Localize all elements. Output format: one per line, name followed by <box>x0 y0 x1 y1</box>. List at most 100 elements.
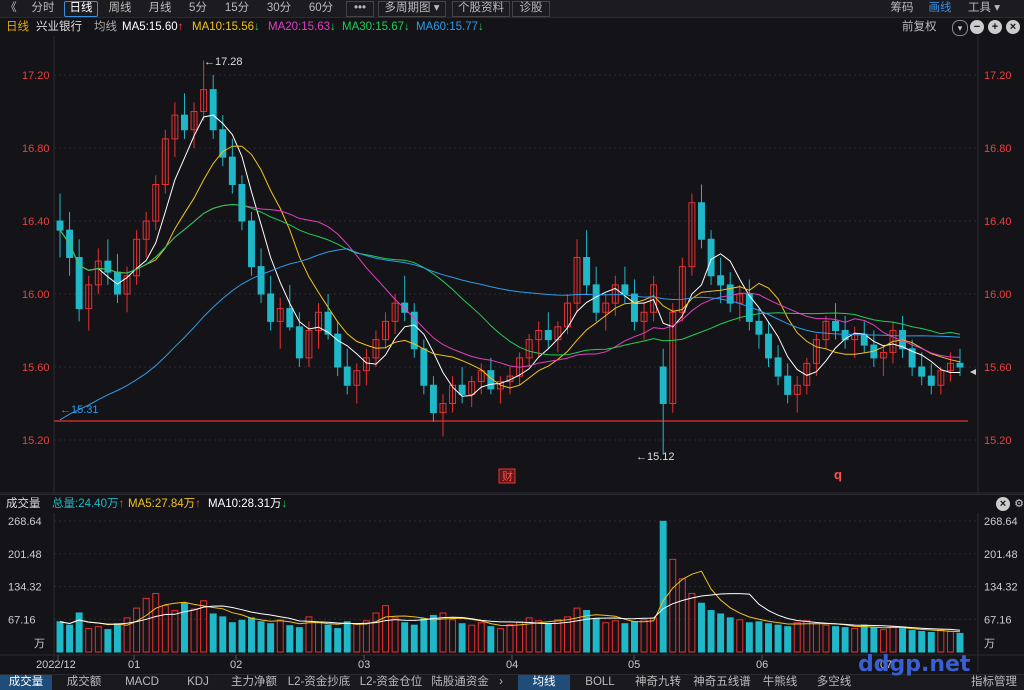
volume-bar <box>803 620 811 653</box>
volume-bar <box>573 607 581 653</box>
candle-body <box>659 366 667 404</box>
candle-body <box>75 257 83 310</box>
price-axis-label-right: 17.20 <box>984 70 1012 82</box>
zoom-in-icon[interactable]: + <box>988 20 1002 34</box>
tab-amount[interactable]: 成交额 <box>66 676 102 688</box>
volume-bar <box>841 627 849 653</box>
period-tab[interactable]: 30分 <box>266 2 292 14</box>
volume-bar <box>75 612 83 653</box>
period-tab[interactable]: 60分 <box>308 2 334 14</box>
period-tab[interactable]: 月线 <box>148 2 172 14</box>
tab-macd[interactable]: MACD <box>125 676 159 688</box>
candle-body <box>946 362 954 372</box>
candle-body <box>248 220 255 268</box>
volume-bar <box>908 630 916 653</box>
tab-l2-position[interactable]: L2-资金仓位 <box>359 676 423 688</box>
volume-bar <box>190 608 198 653</box>
ma20-value: MA20:15.63↓ <box>268 21 336 33</box>
candle-body <box>496 381 504 390</box>
volume-axis-label-right: 268.64 <box>984 516 1018 528</box>
multi-period-dropdown[interactable]: 多周期图 ▾ <box>378 1 446 17</box>
candle-body <box>611 284 619 304</box>
candle-body <box>334 333 342 368</box>
candle-body <box>535 330 543 341</box>
chips-button[interactable]: 筹码 <box>890 2 914 14</box>
candle-body <box>918 366 926 377</box>
up-arrow-icon: ↑ <box>118 498 125 510</box>
volume-bar <box>123 617 131 653</box>
time-axis-label: 06 <box>756 659 768 671</box>
period-tab[interactable]: 分时 <box>31 2 55 14</box>
chevron-right-icon[interactable]: › <box>499 676 503 688</box>
candle-body <box>879 351 887 359</box>
volume-bar <box>439 612 447 653</box>
candle-body <box>487 370 495 390</box>
volume-bar <box>468 624 476 653</box>
candle-body <box>458 384 466 395</box>
chevron-down-icon[interactable]: ▾ <box>952 20 968 36</box>
price-axis-label-left: 15.20 <box>22 435 50 447</box>
candle-body <box>765 333 772 359</box>
candle-body <box>276 308 284 322</box>
candle-body <box>152 184 160 222</box>
tab-northbound[interactable]: 陆股通资金 <box>431 676 489 688</box>
volume-bar <box>611 620 619 653</box>
volume-bar <box>506 624 514 653</box>
period-tab-selected[interactable]: 日线 <box>64 1 98 17</box>
period-tab[interactable]: 周线 <box>108 2 132 14</box>
volume-bar <box>832 626 840 653</box>
candle-body <box>784 375 792 395</box>
close-icon[interactable]: × <box>1006 20 1020 34</box>
tools-dropdown[interactable]: 工具 ▾ <box>962 1 1006 15</box>
candle-body <box>429 384 437 414</box>
close-icon[interactable]: × <box>996 497 1010 511</box>
price-axis-label-left: 16.80 <box>22 143 50 155</box>
candle-body <box>688 202 696 268</box>
candle-body <box>190 111 198 131</box>
gear-icon[interactable]: ⚙ <box>1014 498 1024 510</box>
zoom-out-icon[interactable]: − <box>970 20 984 34</box>
down-arrow-icon: ↓ <box>254 21 260 33</box>
volume-bar <box>420 618 428 653</box>
diagnose-button[interactable]: 诊股 <box>512 1 550 17</box>
volume-bar <box>640 619 648 653</box>
volume-bar <box>765 623 772 653</box>
ma5-line <box>59 114 960 397</box>
tab-ma[interactable]: 均线 <box>518 675 570 690</box>
tab-five-lines[interactable]: 神奇五线谱 <box>693 676 751 688</box>
volume-legend-bar: 成交量 总量:24.40万↑ MA5:27.84万↑ MA10:28.31万↓ … <box>0 494 1024 513</box>
candle-body <box>621 284 629 295</box>
tab-bull-bear[interactable]: 牛熊线 <box>762 676 798 688</box>
candle-body <box>372 339 380 359</box>
volume-bar <box>171 610 179 653</box>
ma-settings-label[interactable]: 均线 <box>94 21 117 33</box>
more-button[interactable]: ••• <box>346 1 374 17</box>
period-tab[interactable]: 15分 <box>224 2 250 14</box>
candle-body <box>123 275 131 295</box>
tab-kdj[interactable]: KDJ <box>187 676 209 688</box>
restore-adjust-dropdown[interactable]: 前复权 <box>902 21 937 33</box>
low-price-marker: ←15.12 <box>636 451 675 463</box>
candle-body <box>927 375 935 386</box>
finance-badge <box>498 468 516 484</box>
tab-volume[interactable]: 成交量 <box>0 675 52 690</box>
tab-td9[interactable]: 神奇九转 <box>635 676 681 688</box>
stock-info-button[interactable]: 个股资料 <box>452 1 510 17</box>
volume-bar <box>334 628 342 653</box>
candle-body <box>324 311 332 335</box>
volume-bar <box>583 610 591 653</box>
draw-line-button[interactable]: 画线 <box>928 2 952 14</box>
back-icon[interactable]: 《 <box>5 2 17 14</box>
volume-bar <box>410 624 418 653</box>
tab-boll[interactable]: BOLL <box>585 676 615 688</box>
ma60-line <box>59 248 961 421</box>
volume-ma5: MA5:27.84万↑ <box>128 498 201 510</box>
period-tab[interactable]: 5分 <box>189 2 207 14</box>
tab-l2-bottom[interactable]: L2-资金抄底 <box>287 676 351 688</box>
candle-body <box>937 370 945 386</box>
candle-body <box>228 156 236 185</box>
tab-main-net[interactable]: 主力净额 <box>231 676 277 688</box>
tab-long-short[interactable]: 多空线 <box>816 676 852 688</box>
indicator-manage-button[interactable]: 指标管理 <box>971 676 1017 688</box>
